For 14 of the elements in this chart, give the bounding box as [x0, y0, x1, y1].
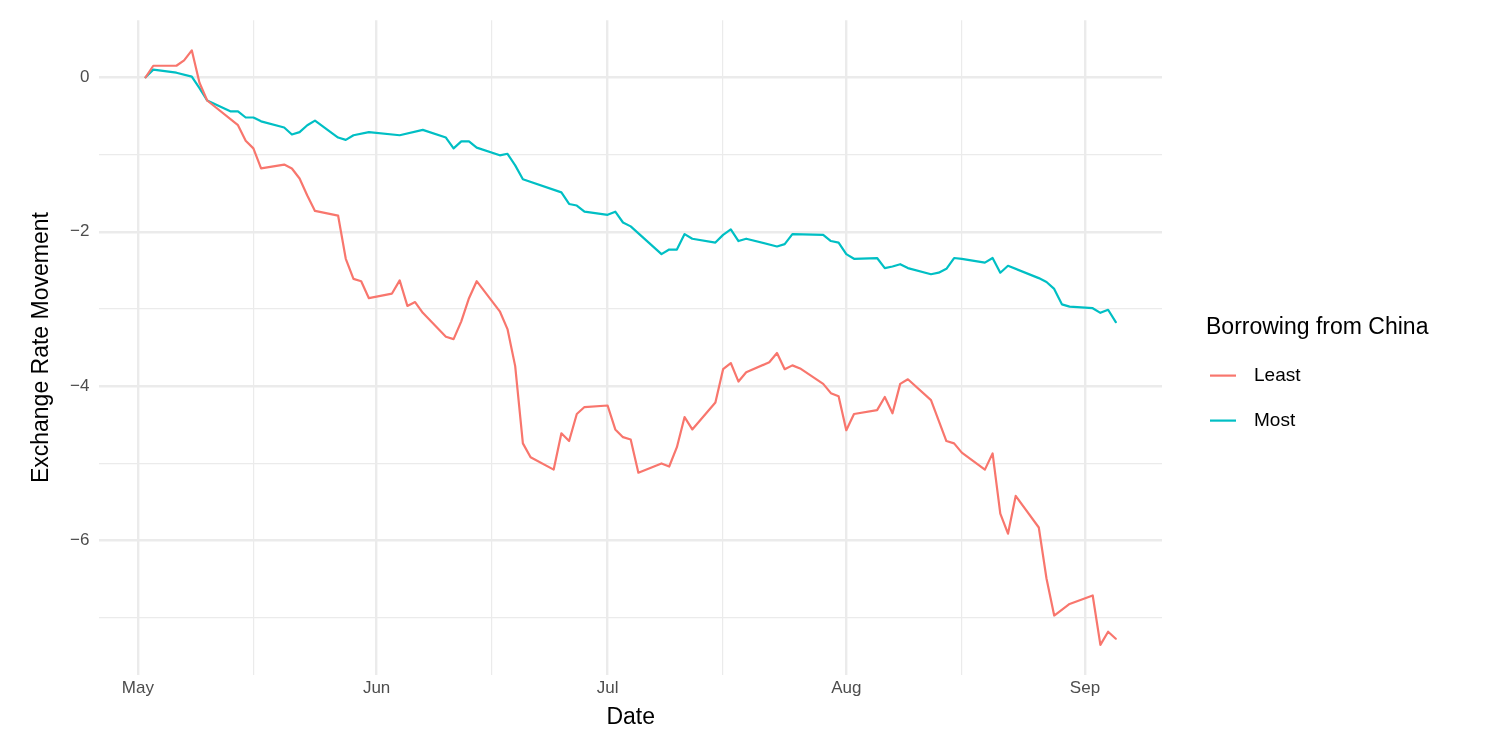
y-axis-title: Exchange Rate Movement [27, 211, 54, 484]
x-tick-label: May [121, 677, 155, 697]
y-tick-label: −4 [69, 375, 90, 395]
x-tick-label: Aug [831, 677, 862, 697]
x-tick-label: Sep [1069, 677, 1101, 697]
x-axis-title: Date [606, 702, 655, 729]
x-tick-label: Jul [596, 677, 619, 697]
legend-label: Least [1254, 363, 1302, 385]
y-tick-label: −6 [69, 530, 90, 550]
y-tick-label: −2 [69, 221, 90, 241]
x-tick-label: Jun [362, 677, 391, 697]
legend-label: Most [1254, 408, 1296, 430]
y-tick-label: 0 [79, 67, 90, 87]
legend-title: Borrowing from China [1206, 312, 1429, 339]
